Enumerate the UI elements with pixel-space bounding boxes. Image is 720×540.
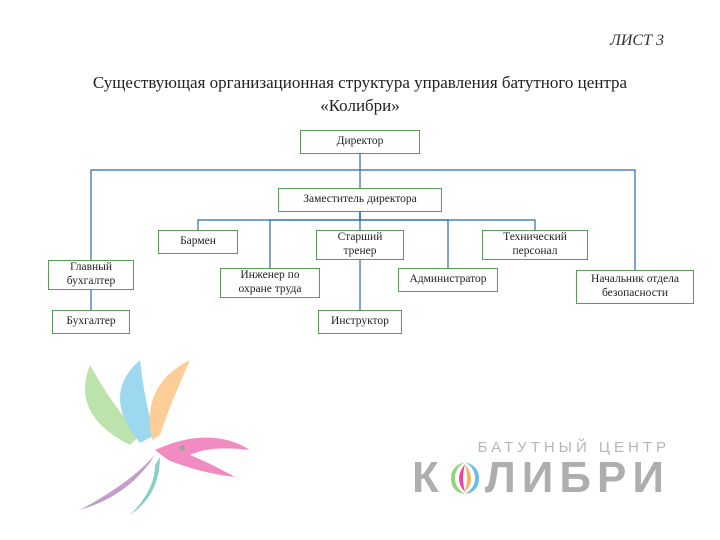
logo-bird <box>60 355 260 520</box>
org-node-admin: Администратор <box>398 268 498 292</box>
org-node-director: Директор <box>300 130 420 154</box>
org-chart: Директор Заместитель директора Бармен Старш… <box>0 130 720 390</box>
page-title: Существующая организационная структура у… <box>0 72 720 118</box>
org-node-accountant: Бухгалтер <box>52 310 130 334</box>
logo-o-icon <box>445 458 485 498</box>
org-node-barmen: Бармен <box>158 230 238 254</box>
org-node-security: Начальник отдела безопасности <box>576 270 694 304</box>
org-node-deputy: Заместитель директора <box>278 188 442 212</box>
org-node-chief_acc: Главный бухгалтер <box>48 260 134 290</box>
org-edge <box>198 212 360 230</box>
logo-name-prefix: К <box>412 453 445 502</box>
logo-name: К ЛИБРИ <box>412 456 670 500</box>
logo-name-suffix: ЛИБРИ <box>485 453 670 502</box>
org-node-senior: Старший тренер <box>316 230 404 260</box>
hummingbird-icon <box>60 355 260 515</box>
org-node-engineer: Инженер по охране труда <box>220 268 320 298</box>
page-label: ЛИСТ 3 <box>610 32 664 50</box>
org-node-tech: Технический персонал <box>482 230 588 260</box>
logo-text: БАТУТНЫЙ ЦЕНТР К ЛИБРИ <box>412 439 670 500</box>
org-node-instructor: Инструктор <box>318 310 402 334</box>
